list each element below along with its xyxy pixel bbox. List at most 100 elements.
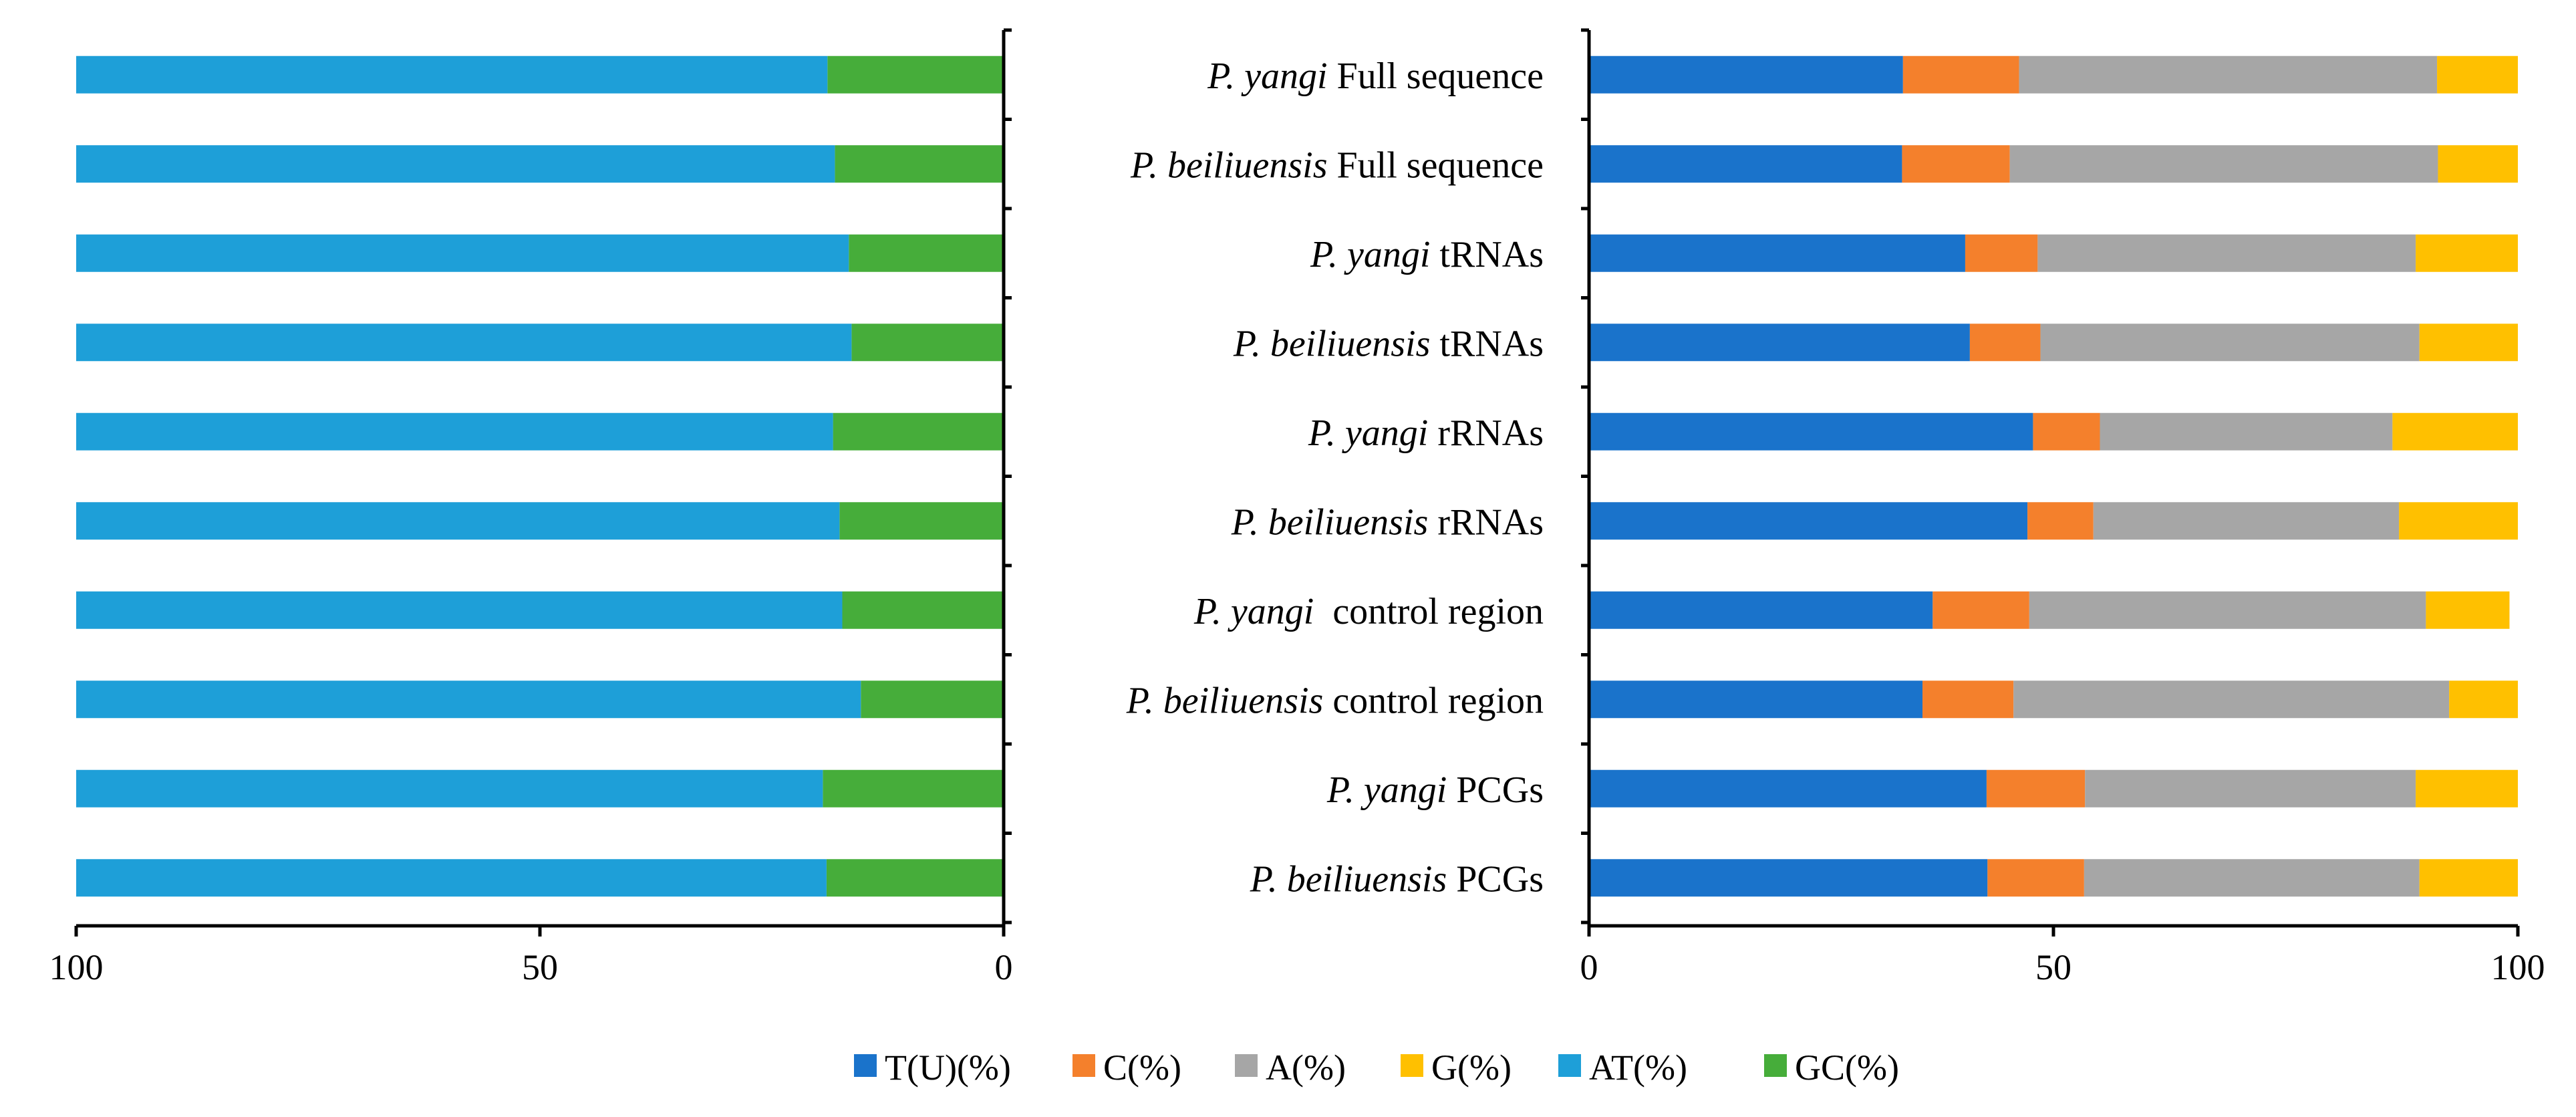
bar-right-g-row-3 [2416,234,2518,272]
legend: T(U)(%) C(%) A(%) G(%) AT(%) GC(%) [854,1047,1899,1088]
bar-right-c-row-1 [1902,55,2019,94]
bar-right-t-u-row-10 [1589,859,1988,897]
bar-right-g-row-1 [2437,55,2518,94]
bar-left-gc-row-4 [851,324,1004,362]
category-label-region: PCGs [1447,858,1544,900]
bar-right-c-row-7 [1933,591,2029,629]
category-label-species: P. yangi [1326,769,1447,811]
category-label: P. yangi PCGs [1326,769,1544,811]
category-label-region: Full sequence [1328,144,1544,186]
category-label-species: P. beiliuensis [1233,323,1431,364]
category-label-region: tRNAs [1430,323,1544,364]
bar-left-at-row-10 [76,859,827,897]
legend-swatch-at [1558,1054,1581,1077]
bar-left-gc-row-9 [823,769,1004,808]
category-label-region: control region [1314,591,1544,632]
category-label-species: P. yangi [1193,591,1314,632]
legend-swatch-t-u [854,1054,877,1077]
bar-right-a-row-3 [2037,234,2416,272]
bar-left-gc-row-5 [833,412,1004,451]
category-label-region: rRNAs [1428,412,1544,454]
right-panel-bars [1589,55,2518,897]
category-label-region: tRNAs [1430,234,1544,275]
bar-left-gc-row-7 [842,591,1004,629]
bar-right-t-u-row-8 [1589,680,1923,719]
bar-right-c-row-8 [1922,680,2014,719]
legend-label-a: A(%) [1266,1047,1346,1088]
bar-left-gc-row-2 [835,145,1004,183]
bar-left-at-row-3 [76,234,849,272]
bar-right-c-row-4 [1969,324,2041,362]
bar-left-gc-row-10 [826,859,1004,897]
axes [74,28,2520,937]
bar-left-at-row-8 [76,680,861,719]
bar-right-t-u-row-1 [1589,55,1903,94]
bar-right-g-row-9 [2416,769,2518,808]
left-x-tick-label: 50 [522,947,558,987]
bar-left-at-row-9 [76,769,823,808]
category-label-region: rRNAs [1428,501,1544,543]
bar-right-c-row-3 [1965,234,2038,272]
bar-left-at-row-5 [76,412,833,451]
bar-left-gc-row-1 [827,55,1004,94]
bar-right-g-row-4 [2419,324,2518,362]
bar-right-a-row-5 [2100,412,2393,451]
left-panel-bars [76,55,1004,897]
bar-left-at-row-2 [76,145,835,183]
category-label-species: P. yangi [1207,55,1327,97]
legend-label-gc: GC(%) [1795,1047,1899,1088]
category-label-species: P. beiliuensis [1250,858,1447,900]
bar-right-a-row-2 [2009,145,2438,183]
category-label: P. beiliuensis control region [1126,680,1544,721]
bar-right-t-u-row-2 [1589,145,1902,183]
category-label-species: P. beiliuensis [1231,501,1429,543]
legend-label-t-u: T(U)(%) [885,1047,1011,1088]
bar-right-t-u-row-9 [1589,769,1987,808]
bar-left-gc-row-8 [861,680,1004,719]
bar-right-t-u-row-5 [1589,412,2033,451]
category-label-species: P. beiliuensis [1130,144,1328,186]
bar-left-gc-row-6 [839,502,1004,540]
bar-left-at-row-7 [76,591,843,629]
bar-right-c-row-2 [1902,145,2010,183]
bar-right-a-row-9 [2085,769,2416,808]
bar-right-g-row-8 [2449,680,2518,719]
legend-label-c: C(%) [1103,1047,1181,1088]
category-label: P. yangi tRNAs [1310,234,1544,275]
bar-right-c-row-6 [2027,502,2094,540]
bar-right-g-row-10 [2419,859,2518,897]
category-label: P. beiliuensis rRNAs [1231,501,1544,543]
bar-right-c-row-5 [2033,412,2100,451]
bar-right-a-row-1 [2019,55,2438,94]
legend-swatch-a [1235,1054,1258,1077]
left-x-tick-label: 0 [995,947,1013,987]
bar-right-g-row-7 [2426,591,2510,629]
bar-right-t-u-row-4 [1589,324,1970,362]
right-x-tick-label: 50 [2035,947,2071,987]
bar-right-c-row-10 [1987,859,2084,897]
bar-right-a-row-10 [2084,859,2420,897]
category-label-region: control region [1323,680,1544,721]
bar-left-gc-row-3 [849,234,1004,272]
bar-left-at-row-1 [76,55,828,94]
category-label: P. yangi rRNAs [1308,412,1544,454]
category-label: P. beiliuensis PCGs [1250,858,1544,900]
tick-labels: 100 50 0 0 50 100 [49,947,2545,987]
category-label-species: P. yangi [1308,412,1428,454]
bar-right-a-row-7 [2029,591,2426,629]
category-label: P. yangi control region [1193,591,1544,632]
legend-label-g: G(%) [1431,1047,1512,1088]
category-label-region: PCGs [1447,769,1544,811]
legend-swatch-c [1072,1054,1095,1077]
bar-right-a-row-8 [2013,680,2450,719]
bar-right-c-row-9 [1986,769,2086,808]
category-label: P. yangi Full sequence [1207,55,1544,97]
category-label-region: Full sequence [1328,55,1544,97]
left-x-tick-label: 100 [49,947,104,987]
category-label: P. beiliuensis Full sequence [1130,144,1544,186]
bar-right-g-row-2 [2438,145,2518,183]
bar-right-t-u-row-3 [1589,234,1965,272]
bar-right-t-u-row-6 [1589,502,2028,540]
category-label: P. beiliuensis tRNAs [1233,323,1544,364]
